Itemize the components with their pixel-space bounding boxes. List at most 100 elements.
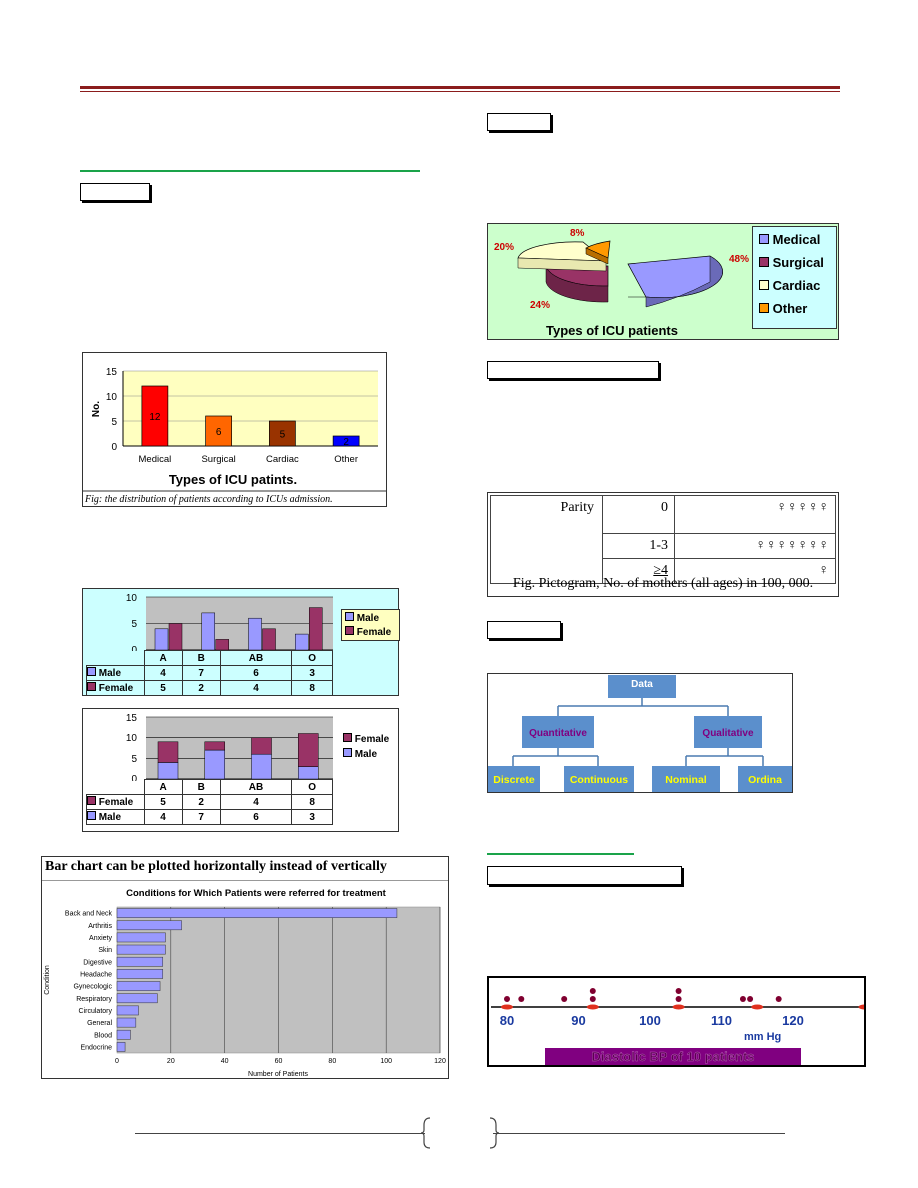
data-point — [775, 996, 782, 1002]
bar-value-label: 12 — [149, 412, 161, 423]
pie-percent-label: 20% — [494, 242, 514, 253]
axis-tick: 110 — [711, 1013, 732, 1028]
symbol-row: ♀ — [674, 558, 836, 584]
hbar-gynecologic — [116, 981, 161, 991]
axis-marker — [672, 1004, 685, 1010]
category-label: Arthritis — [88, 923, 112, 930]
footer-rule-right — [493, 1133, 785, 1134]
bar-female-b — [204, 741, 225, 751]
category-label: O — [291, 650, 333, 666]
chart-title: Types of ICU patients — [546, 323, 678, 338]
bar-male-a — [157, 762, 179, 780]
bar-male-a — [154, 628, 169, 651]
bar-cardiac — [269, 420, 296, 447]
axis-marker — [858, 1004, 864, 1010]
legend: Medical Surgical Cardiac Other — [752, 226, 837, 329]
bar-female-a — [168, 623, 183, 651]
hbar-respiratory — [116, 993, 158, 1004]
data-point — [518, 996, 525, 1002]
category-label: Respiratory — [76, 996, 112, 1003]
pie-percent-label: 24% — [530, 300, 550, 311]
parity-label: 0 — [602, 495, 675, 534]
legend-label: Male — [356, 613, 380, 624]
node-nominal — [652, 766, 720, 792]
category-label: Skin — [98, 947, 112, 954]
ytick: 15 — [126, 713, 138, 724]
axis-tick: 80 — [500, 1013, 514, 1028]
legend-swatch-female — [345, 626, 354, 635]
data-table: A B AB O Male 4 7 6 3 Female 5 2 4 8 — [86, 650, 333, 696]
stacked-bar-chart: 15 10 5 0 Female Male A B AB O Female 5 2 4 8 M… — [82, 708, 399, 832]
category-label: Circulatory — [79, 1008, 113, 1015]
category-label: Back and Neck — [65, 911, 113, 918]
category-label: General — [87, 1020, 112, 1027]
ytick: 0 — [131, 645, 137, 651]
svg-text:Nominal: Nominal — [665, 774, 707, 786]
bar-male-b — [204, 749, 225, 780]
ytick: 15 — [106, 367, 118, 378]
node-continuous — [564, 766, 634, 792]
bar-value-label: 6 — [216, 427, 222, 438]
category-label: B — [181, 650, 221, 666]
parity-label: 1-3 — [602, 533, 675, 559]
hbar-circulatory — [116, 1005, 139, 1016]
bar-value-label: 5 — [280, 430, 286, 441]
parity-label: ≥4 — [602, 558, 675, 584]
ytick: 10 — [126, 593, 138, 604]
data-point — [675, 996, 682, 1002]
heading-box — [487, 621, 561, 639]
svg-text:Quantitative: Quantitative — [529, 728, 587, 739]
data-table: A B AB O Female 5 2 4 8 Male 4 7 6 3 — [86, 779, 333, 825]
svg-text:Ordina: Ordina — [748, 774, 782, 786]
node-ordinal — [738, 766, 792, 792]
row-header: Parity — [490, 495, 603, 584]
legend-label: Male — [354, 749, 378, 760]
xtick: 0 — [115, 1058, 119, 1065]
ytick: 10 — [126, 733, 138, 744]
horizontal-bar-chart: Bar chart can be plotted horizontally in… — [41, 856, 449, 1079]
hbar-headache — [116, 969, 164, 979]
legend-swatch-male — [345, 612, 354, 621]
node-data — [608, 675, 676, 698]
chart-title: Types of ICU patints. — [169, 472, 297, 487]
category-label: AB — [219, 650, 293, 666]
legend-swatch-male — [343, 748, 352, 757]
section-underline — [80, 170, 420, 172]
xtick: 40 — [221, 1058, 229, 1065]
axis-tick: 120 — [782, 1013, 804, 1028]
bar-medical — [141, 385, 169, 447]
ytick: 0 — [111, 442, 117, 453]
heading-box — [487, 113, 551, 131]
legend: Male Female — [341, 609, 400, 641]
data-point — [739, 996, 746, 1002]
bar-female-ab — [251, 737, 272, 755]
node-discrete — [488, 766, 540, 792]
ytick: 5 — [131, 619, 137, 630]
category-label: Medical — [139, 454, 172, 465]
node-qualitative — [694, 716, 762, 748]
bar-male-o — [295, 633, 309, 651]
data-point — [747, 996, 754, 1002]
category-label: Cardiac — [266, 454, 299, 465]
ytick: 0 — [131, 774, 137, 781]
pictogram: Parity 0 ♀♀♀♀♀ 1-3 ♀♀♀♀♀♀♀ ≥4 ♀ Fig. Pic… — [487, 492, 839, 597]
hbar-arthritis — [116, 920, 182, 931]
svg-text:Continuous: Continuous — [570, 774, 628, 786]
legend: Female Male — [343, 733, 389, 760]
xtick: 20 — [167, 1058, 175, 1065]
category-label: Gynecologic — [73, 984, 112, 991]
data-point — [589, 996, 596, 1002]
bar-female-b — [215, 639, 229, 651]
hbar-anxiety — [116, 932, 166, 943]
hbar-digestive — [116, 956, 164, 967]
heading-box — [487, 361, 659, 379]
figure-caption: Fig: the distribution of patients accord… — [84, 494, 333, 505]
symbol-row: ♀♀♀♀♀♀♀ — [674, 533, 836, 559]
icu-bar-chart: 15 10 5 0 No. 12 Medical 6 Surgical 5 Cardiac… — [82, 352, 387, 507]
category-label: Other — [334, 454, 358, 465]
bar-female-a — [157, 741, 179, 763]
bar-male-b — [201, 612, 215, 651]
x-axis-label: Number of Patients — [248, 1071, 308, 1078]
title-banner — [545, 1048, 801, 1065]
category-label: Surgical — [201, 454, 235, 465]
